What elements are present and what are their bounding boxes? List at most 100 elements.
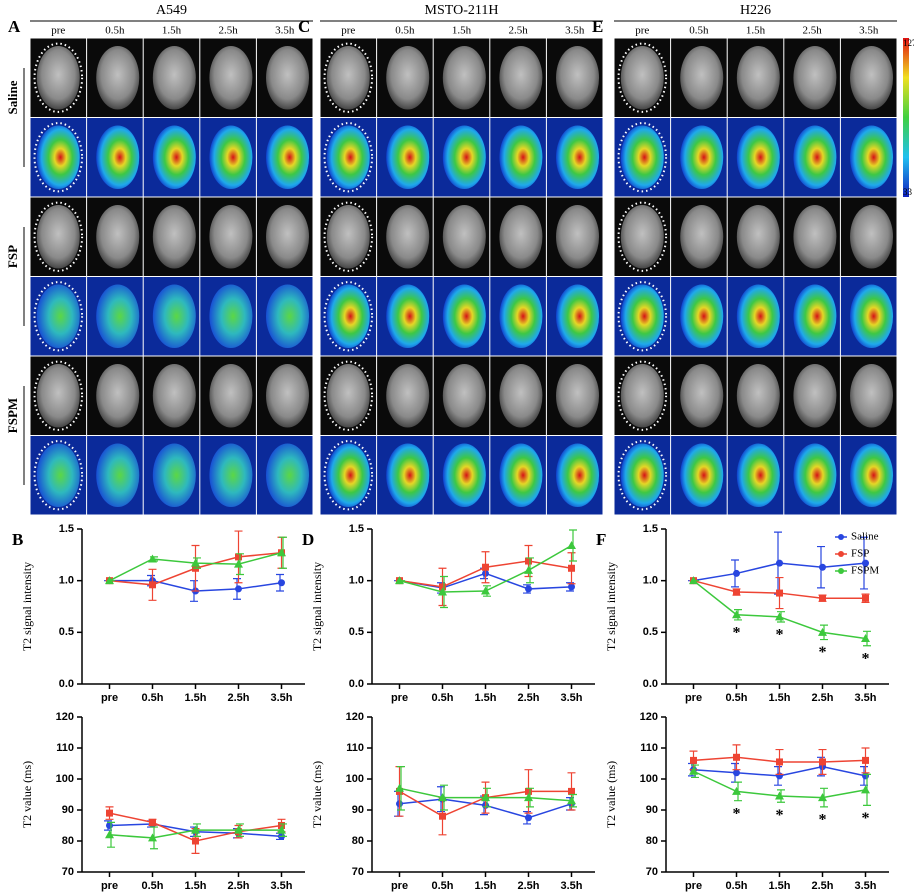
point (482, 563, 489, 571)
y-axis-label: T2 signal intensity (604, 562, 618, 651)
tumor-region (266, 125, 310, 190)
point (732, 610, 741, 619)
point (234, 559, 243, 568)
tumor-region (266, 45, 310, 110)
cell-line: MSTO-211H (425, 3, 499, 18)
point (733, 588, 740, 596)
tumor-region (36, 363, 80, 428)
x-tick-label: 3.5h (854, 692, 876, 704)
tumor-region (326, 284, 370, 349)
point (395, 576, 404, 585)
significance: * (819, 644, 827, 661)
tumor-region (499, 443, 543, 508)
x-tick-label: pre (391, 880, 408, 892)
y-tick-label: 110 (640, 742, 658, 754)
point (776, 589, 783, 597)
significance: * (819, 812, 827, 829)
point (105, 830, 114, 839)
legend-label: FSP (851, 548, 869, 560)
point (191, 558, 200, 567)
tumor-region (96, 443, 140, 508)
panel-letter: A (8, 17, 21, 36)
point (525, 557, 532, 565)
roi-outline (33, 440, 84, 511)
point (862, 772, 869, 780)
tumor-region (266, 363, 310, 428)
roi-outline (323, 42, 374, 113)
tumor-region (556, 443, 600, 508)
roi-outline (33, 42, 84, 113)
point (689, 576, 698, 585)
point (191, 825, 200, 834)
y-tick-label: 0.5 (59, 626, 74, 638)
tumor-region (386, 204, 430, 269)
tumor-region (499, 125, 543, 190)
x-tick-label: 3.5h (560, 692, 582, 704)
y-tick-label: 1.5 (349, 523, 364, 535)
x-tick-label: pre (685, 692, 702, 704)
point (689, 766, 698, 775)
tumor-region (556, 363, 600, 428)
tumor-region (680, 443, 724, 508)
point (149, 818, 156, 826)
x-tick-label: 1.5h (768, 880, 790, 892)
tumor-region (499, 45, 543, 110)
tumor-region (499, 284, 543, 349)
y-axis-label: T2 value (ms) (20, 761, 34, 828)
tumor-region (850, 125, 894, 190)
tumor-region (736, 204, 780, 269)
legend-marker (838, 534, 844, 540)
y-tick-label: 100 (640, 773, 658, 785)
x-tick-label: pre (101, 692, 118, 704)
legend-label: FSPM (851, 565, 879, 577)
tumor-region (793, 284, 837, 349)
timepoint: pre (341, 25, 355, 37)
point (149, 581, 156, 589)
x-tick-label: 1.5h (768, 692, 790, 704)
significance: * (733, 805, 741, 822)
y-tick-label: 1.5 (643, 523, 658, 535)
timepoint: pre (51, 25, 65, 37)
timepoint: 2.5h (508, 25, 528, 37)
tumor-region (850, 45, 894, 110)
tumor-region (680, 45, 724, 110)
point (568, 564, 575, 572)
tumor-region (850, 284, 894, 349)
point (277, 825, 286, 834)
tumor-region (96, 45, 140, 110)
roi-outline (33, 360, 84, 431)
tumor-region (680, 125, 724, 190)
tumor-region (152, 363, 196, 428)
point (106, 809, 113, 817)
tumor-region (209, 125, 253, 190)
timepoint: 1.5h (162, 25, 182, 37)
significance: * (862, 650, 870, 667)
tumor-region (209, 204, 253, 269)
tumor-region (793, 204, 837, 269)
y-axis-label: T2 value (ms) (310, 761, 324, 828)
tumor-region (680, 284, 724, 349)
tumor-region (386, 284, 430, 349)
y-tick-label: 1.0 (349, 575, 364, 587)
tumor-region (736, 443, 780, 508)
tumor-region (152, 45, 196, 110)
y-tick-label: 90 (62, 804, 74, 816)
tumor-region (152, 204, 196, 269)
y-tick-label: 70 (352, 866, 364, 878)
point (861, 785, 870, 794)
tumor-region (850, 204, 894, 269)
tumor-region (620, 125, 664, 190)
point (277, 548, 286, 557)
timepoint: 0.5h (689, 25, 709, 37)
roi-outline (33, 201, 84, 272)
point (775, 612, 784, 621)
roi-outline (323, 201, 374, 272)
point (192, 837, 199, 845)
group-label: FSPM (5, 398, 20, 433)
tumor-region (152, 443, 196, 508)
tumor-region (266, 284, 310, 349)
x-tick-label: 3.5h (270, 880, 292, 892)
y-tick-label: 110 (56, 742, 74, 754)
colorbar-min: 33 (903, 187, 913, 197)
